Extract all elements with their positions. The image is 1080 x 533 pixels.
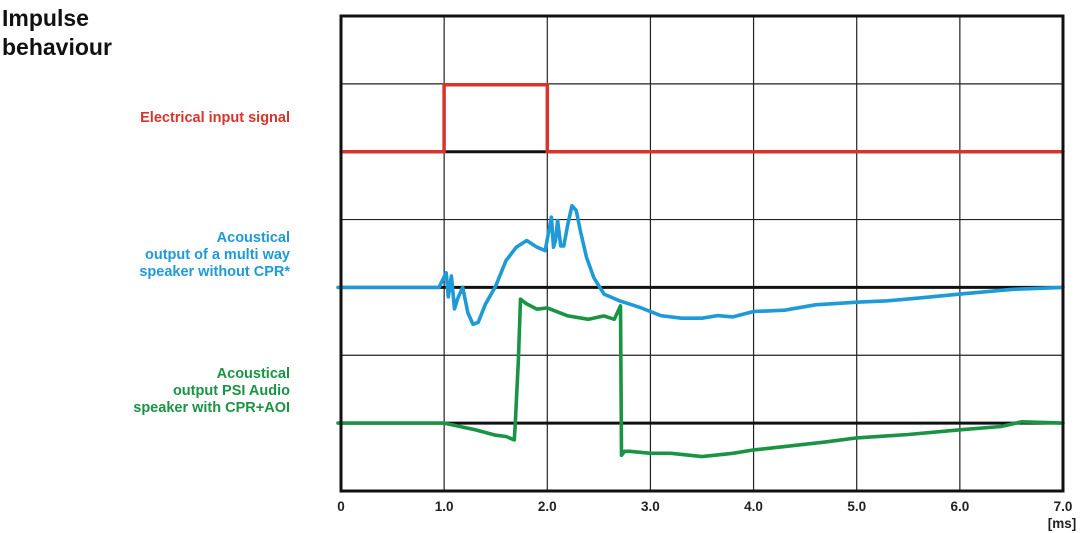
chart-frame (339, 14, 1065, 493)
x-tick-label: 1.0 (435, 499, 454, 514)
series-line-1 (339, 82, 1065, 154)
x-tick-label: 0 (337, 499, 345, 514)
input-signal-label-line-1: Electrical input signal (140, 110, 290, 126)
x-tick-label: 3.0 (641, 499, 660, 514)
x-axis-unit: [ms] (1048, 516, 1077, 531)
psi-label-line-1: Acoustical (216, 366, 290, 382)
psi-output-label: Acoustical output PSI Audio speaker with… (133, 366, 290, 417)
multiway-output-label: Acoustical output of a multi way speaker… (139, 230, 290, 281)
psi-label-line-2: output PSI Audio (172, 383, 290, 399)
chart-grid (341, 16, 1063, 491)
x-tick-label: 7.0 (1054, 499, 1073, 514)
x-tick-label: 5.0 (847, 499, 866, 514)
x-tick-label: 2.0 (538, 499, 557, 514)
series-line-2 (336, 203, 1065, 327)
x-axis-ticks: 0 1.0 2.0 3.0 4.0 5.0 6.0 7.0 (337, 499, 1072, 514)
input-signal-label: Electrical input signal (140, 110, 290, 127)
series-line-3 (336, 297, 1065, 459)
page-title: Impulse behaviour (2, 4, 112, 62)
multiway-label-line-2: output of a multi way (145, 247, 290, 263)
x-tick-label: 6.0 (950, 499, 969, 514)
multiway-label-line-3: speaker without CPR* (139, 264, 290, 280)
x-tick-label: 4.0 (744, 499, 763, 514)
plot-frame (339, 14, 1065, 493)
multiway-label-line-1: Acoustical (216, 230, 290, 246)
chart-series (336, 82, 1065, 459)
title-line-2: behaviour (2, 34, 112, 60)
psi-label-line-3: speaker with CPR+AOI (133, 400, 290, 416)
title-line-1: Impulse (2, 5, 89, 31)
